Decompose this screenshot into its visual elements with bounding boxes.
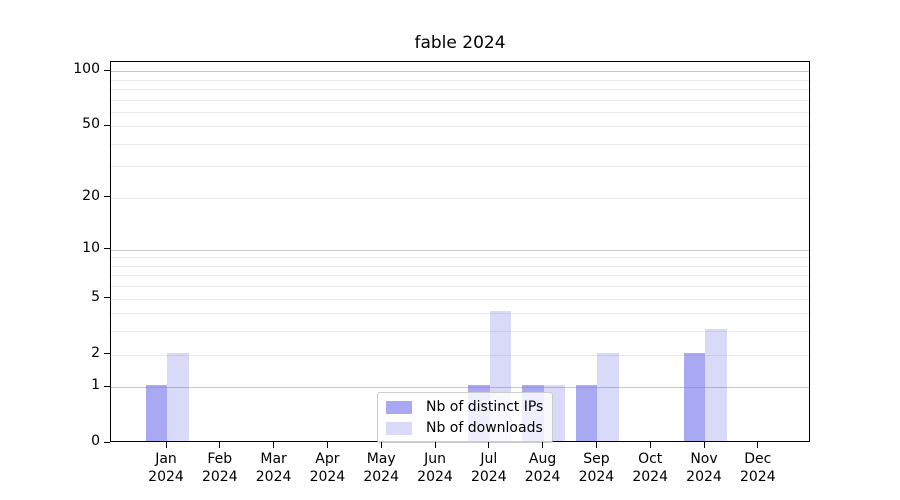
- gridline-minor: [111, 143, 809, 145]
- x-tick-month: May: [366, 451, 396, 467]
- gridline-minor: [111, 79, 809, 81]
- y-tick: [104, 385, 110, 387]
- legend-swatch-downloads: [386, 421, 412, 435]
- x-tick-year: 2024: [417, 469, 453, 486]
- y-tick-label: 0: [91, 433, 100, 449]
- x-tick-year: 2024: [739, 469, 776, 486]
- bar-distinct-ips: [575, 385, 598, 441]
- x-tick-label: Dec 2024: [726, 450, 790, 486]
- bar-downloads: [167, 352, 189, 441]
- x-tick-label: Oct 2024: [618, 450, 682, 486]
- y-tick-label: 1: [91, 377, 100, 394]
- gridline-major: [111, 249, 809, 251]
- x-tick-year: 2024: [686, 469, 722, 486]
- gridline-minor: [111, 313, 809, 315]
- x-tick-year: 2024: [578, 469, 615, 486]
- legend-label: Nb of distinct IPs: [426, 399, 544, 415]
- bar-downloads: [597, 352, 619, 441]
- gridline-major: [111, 71, 809, 72]
- x-tick-label: Aug 2024: [511, 450, 575, 486]
- plot-area: Nb of distinct IPs Nb of downloads: [110, 61, 810, 443]
- gridline-minor: [111, 126, 809, 128]
- x-tick-month: Jul: [480, 451, 498, 467]
- y-tick: [104, 196, 110, 198]
- gridline-minor: [111, 257, 809, 259]
- x-tick: [165, 442, 167, 448]
- y-tick: [104, 297, 110, 299]
- x-tick: [757, 442, 759, 448]
- x-tick-label: May 2024: [349, 450, 413, 486]
- y-tick-label: 2: [91, 344, 100, 361]
- y-tick: [104, 124, 110, 126]
- x-tick-label: Mar 2024: [242, 450, 306, 486]
- x-tick-month: Aug: [528, 451, 557, 467]
- chart-title: fable 2024: [414, 33, 506, 53]
- x-tick-year: 2024: [363, 469, 399, 486]
- x-tick-month: Apr: [315, 451, 340, 467]
- gridline-minor: [111, 286, 809, 288]
- y-tick-label: 50: [82, 116, 100, 133]
- bar-downloads: [705, 329, 727, 441]
- x-tick-year: 2024: [470, 469, 507, 486]
- x-tick-month: Oct: [638, 451, 663, 467]
- x-tick: [488, 442, 490, 448]
- y-tick-label: 100: [73, 61, 100, 77]
- x-tick: [595, 442, 597, 448]
- gridline-minor: [111, 166, 809, 168]
- y-tick: [104, 353, 110, 354]
- gridline-minor: [111, 197, 809, 199]
- legend-swatch-distinct-ips: [386, 400, 412, 414]
- x-tick-label: Sep 2024: [564, 450, 628, 486]
- x-tick: [649, 442, 651, 448]
- x-tick-year: 2024: [309, 469, 346, 486]
- legend-row: Nb of distinct IPs: [386, 399, 543, 415]
- x-tick-year: 2024: [201, 469, 238, 486]
- x-tick-label: Jul 2024: [457, 450, 521, 486]
- gridline-minor: [111, 331, 809, 333]
- x-tick-month: Feb: [207, 451, 233, 467]
- x-tick-year: 2024: [148, 469, 184, 486]
- gridline-minor: [111, 111, 809, 113]
- x-tick-month: Dec: [744, 451, 772, 467]
- x-tick-label: Jan 2024: [134, 450, 198, 486]
- x-tick-year: 2024: [524, 469, 561, 486]
- x-tick: [380, 442, 382, 448]
- x-tick-label: Jun 2024: [403, 450, 467, 486]
- y-tick: [104, 441, 110, 443]
- gridline-minor: [111, 354, 809, 356]
- y-tick-label: 5: [91, 288, 100, 305]
- gridline-minor: [111, 275, 809, 277]
- x-tick-month: Sep: [583, 451, 610, 467]
- x-tick-year: 2024: [632, 469, 668, 486]
- y-tick-label: 10: [82, 239, 100, 256]
- x-tick: [273, 442, 275, 448]
- x-tick-label: Feb 2024: [188, 450, 252, 486]
- x-tick: [434, 442, 436, 448]
- gridline-minor: [111, 88, 809, 90]
- y-tick-label: 20: [82, 187, 100, 204]
- bar-distinct-ips: [683, 352, 705, 441]
- legend: Nb of distinct IPs Nb of downloads: [377, 392, 554, 443]
- gridline-minor: [111, 298, 809, 300]
- x-tick: [542, 442, 544, 448]
- x-tick-year: 2024: [255, 469, 292, 486]
- y-tick: [104, 69, 110, 71]
- gridline-minor: [111, 99, 809, 101]
- x-tick-label: Nov 2024: [672, 450, 736, 486]
- legend-label: Nb of downloads: [426, 420, 543, 436]
- x-tick: [326, 442, 328, 448]
- y-tick: [104, 248, 110, 250]
- x-tick-month: Jun: [424, 451, 446, 467]
- bar-distinct-ips: [145, 385, 167, 441]
- x-tick-month: Jan: [155, 451, 177, 467]
- x-tick: [703, 442, 705, 448]
- x-tick-label: Apr 2024: [295, 450, 359, 486]
- legend-row: Nb of downloads: [386, 420, 543, 436]
- x-tick-month: Nov: [690, 451, 718, 467]
- gridline-minor: [111, 265, 809, 267]
- x-tick: [219, 442, 221, 448]
- gridline-major: [111, 387, 809, 389]
- x-tick-month: Mar: [260, 451, 287, 467]
